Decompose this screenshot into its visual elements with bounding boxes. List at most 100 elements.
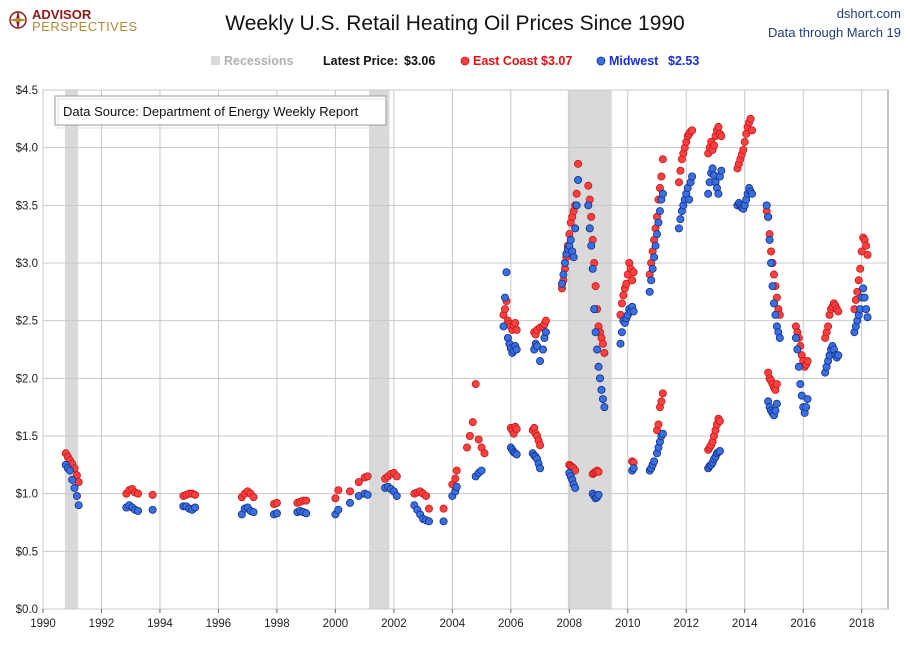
midwest-point [658,429,667,438]
site-label: dshort.com [837,6,901,21]
midwest-point [648,264,657,273]
east-coast-point [363,472,372,481]
x-tick-label: 2018 [849,618,875,630]
midwest-point [715,446,724,455]
east-coast-point [803,357,812,366]
midwest-point [584,201,593,210]
x-tick-label: 1992 [89,618,115,630]
east-coast-point [717,132,726,141]
east-coast-point [468,418,477,427]
midwest-point [859,284,868,293]
legend-midwest-label: Midwest [609,54,659,68]
east-coast-point [824,322,833,331]
midwest-point [793,345,802,354]
midwest-point [748,189,757,198]
x-tick-label: 2000 [323,618,349,630]
east-coast-point [584,181,593,190]
east-coast-point [191,490,200,499]
x-tick-label: 2008 [557,618,583,630]
east-coast-point [629,268,638,277]
east-coast-point [654,420,663,429]
midwest-point [775,333,784,342]
east-coast-point [628,276,637,285]
midwest-point [704,189,713,198]
midwest-point [134,506,143,515]
east-coast-point [422,491,431,500]
east-coast-point [392,472,401,481]
midwest-point [629,464,638,473]
midwest-point [655,207,664,216]
east-coast-point [676,166,685,175]
midwest-point [334,505,343,514]
brand-line2: PERSPECTIVES [32,19,138,34]
midwest-point [600,403,609,412]
east-coast-point [715,417,724,426]
east-coast-point [748,126,757,135]
midwest-point [767,258,776,267]
east-coast-point [769,270,778,279]
east-coast-point [334,486,343,495]
midwest-point [650,457,659,466]
midwest-point [452,482,461,491]
east-coast-point [853,287,862,296]
east-coast-point [512,425,521,434]
east-coast-point [572,189,581,198]
midwest-point [714,189,723,198]
east-coast-point [148,490,157,499]
east-coast-point [619,291,628,300]
midwest-point [512,450,521,459]
x-tick-label: 2012 [673,618,699,630]
midwest-point [802,403,811,412]
midwest-point [653,230,662,239]
midwest-point [685,195,694,204]
midwest-point [571,224,580,233]
y-tick-label: $0.0 [16,604,38,616]
midwest-point [768,282,777,291]
east-coast-point [856,264,865,273]
legend-east-value: $3.07 [541,54,572,68]
east-coast-point [658,389,667,398]
east-coast-point [657,397,666,406]
legend: Recessions Latest Price: $3.06 East Coas… [211,54,699,68]
east-coast-point [331,494,340,503]
midwest-point [70,483,79,492]
midwest-point [797,391,806,400]
east-coast-point [465,431,474,440]
east-coast-point [512,325,521,334]
midwest-point [834,351,843,360]
east-coast-point [600,348,609,357]
east-coast-point [657,172,666,181]
midwest-point [764,212,773,221]
midwest-point [594,490,603,499]
east-coast-point [834,307,843,316]
y-tick-label: $4.5 [16,85,38,97]
axis-ticks: $0.0 $0.5 $1.0 $1.5 $2.0 $2.5 $3.0 $3.5 $4.0 $4.5… [16,85,875,630]
x-tick-label: 2014 [732,618,758,630]
midwest-point [593,345,602,354]
east-coast-point [541,316,550,325]
midwest-point [771,406,780,415]
x-tick-label: 2004 [440,618,466,630]
east-coast-point [574,159,583,168]
midwest-point [191,503,200,512]
east-coast-point [862,241,871,250]
east-coast-point [622,279,631,288]
midwest-point [512,345,521,354]
midwest-point [587,241,596,250]
midwest-point [796,380,805,389]
east-coast-point [249,493,258,502]
midwest-point [676,215,685,224]
brand-line1: ADVISOR [32,7,92,22]
x-tick-label: 1998 [264,618,290,630]
x-tick-label: 1996 [206,618,232,630]
midwest-point [769,299,778,308]
x-tick-label: 2006 [498,618,524,630]
midwest-point [863,313,872,322]
east-coast-point [511,318,520,327]
midwest-swatch [596,56,606,66]
midwest-point [647,276,656,285]
midwest-point [72,491,81,500]
legend-midwest-value: $2.53 [668,54,699,68]
midwest-point [674,224,683,233]
midwest-point [536,357,545,366]
